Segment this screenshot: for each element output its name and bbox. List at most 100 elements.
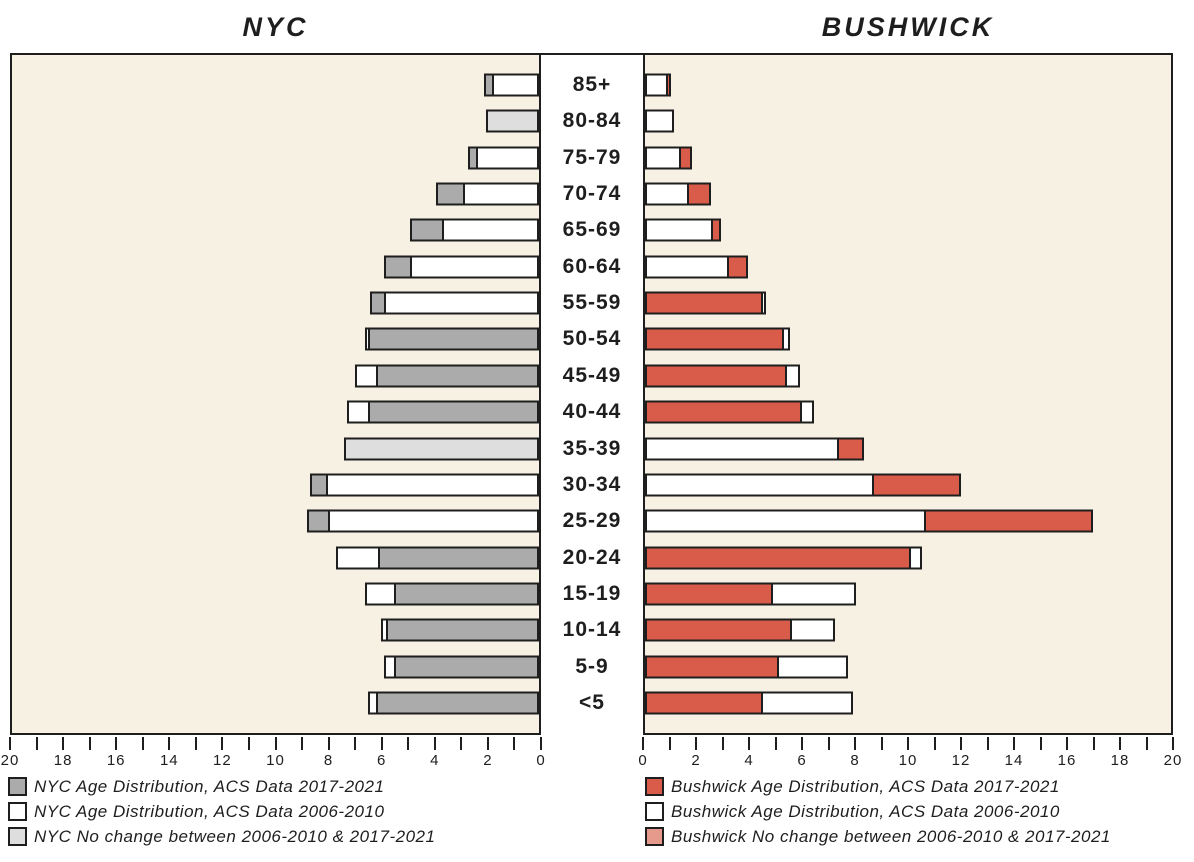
- bar-segment-inner: [647, 75, 669, 95]
- nyc-bar-40-44: [346, 400, 539, 424]
- nyc-bar-75-79: [467, 146, 539, 170]
- axis-tick: [407, 737, 410, 750]
- nyc-plot-area: [10, 53, 541, 735]
- axis-tick: [513, 737, 516, 750]
- bushwick-bar-35-39: [645, 437, 864, 461]
- axis-tick: [960, 737, 962, 750]
- legend-item: NYC Age Distribution, ACS Data 2017-2021: [8, 774, 435, 799]
- bar-segment-tip: [712, 220, 720, 240]
- bar-segment-inner: [647, 111, 672, 131]
- axis-tick-label: 2: [691, 752, 701, 769]
- axis-tick: [880, 737, 883, 750]
- axis-tick: [854, 737, 856, 750]
- legend-label: NYC Age Distribution, ACS Data 2017-2021: [34, 776, 385, 796]
- bushwick-bar-85+: [645, 73, 672, 97]
- bar-segment-inner: [647, 402, 803, 422]
- bar-segment-tip: [681, 148, 691, 168]
- age-label-50-54: 50-54: [562, 327, 622, 351]
- bar-segment-tip: [786, 366, 799, 386]
- axis-tick-label: 18: [53, 752, 73, 769]
- axis-tick: [380, 737, 383, 750]
- bar-segment-inner: [388, 620, 537, 640]
- bar-segment-tip: [926, 511, 1091, 531]
- bar-segment-tip: [762, 293, 765, 313]
- axis-tick-label: 4: [430, 752, 440, 769]
- bar-segment-tip: [309, 511, 331, 531]
- bar-segment-tip: [668, 75, 670, 95]
- axis-tick: [301, 737, 304, 750]
- bar-segment-tip: [728, 257, 746, 277]
- bushwick-bar-65-69: [645, 218, 722, 242]
- nyc-x-axis: 0 2 4 6 8 10 12 14 16 18 20: [1, 735, 545, 777]
- bar-segment-tip: [348, 402, 370, 422]
- age-label-10-14: 10-14: [562, 618, 622, 642]
- bar-segment-inner: [647, 657, 779, 677]
- bar-segment-inner: [647, 220, 713, 240]
- axis-tick-label: 12: [213, 752, 232, 769]
- legend-label: Bushwick Age Distribution, ACS Data 2006…: [671, 801, 1060, 821]
- bushwick-bar-70-74: [645, 182, 711, 206]
- bar-segment-inner: [385, 293, 537, 313]
- bar-segment-tip: [910, 548, 920, 568]
- bar-segment-inner: [477, 148, 537, 168]
- axis-tick-label: 10: [898, 752, 918, 769]
- nyc-bar-80-84: [486, 109, 539, 133]
- bushwick-bar-20-24: [645, 546, 922, 570]
- nyc-bar-65-69: [409, 218, 539, 242]
- bar-segment-tip: [372, 293, 386, 313]
- legend-item: NYC Age Distribution, ACS Data 2006-2010: [8, 799, 435, 824]
- bar-segment-inner: [647, 620, 792, 640]
- bar-segment-inner: [647, 511, 927, 531]
- axis-tick-label: 16: [106, 752, 126, 769]
- legend-item: Bushwick No change between 2006-2010 & 2…: [645, 824, 1111, 849]
- legend-item: NYC No change between 2006-2010 & 2017-2…: [8, 824, 435, 849]
- bushwick-bar-75-79: [645, 146, 693, 170]
- bushwick-bar-15-19: [645, 582, 856, 606]
- legend-swatch: [8, 827, 27, 846]
- nyc-bar-35-39: [344, 437, 539, 461]
- legend-item: Bushwick Age Distribution, ACS Data 2017…: [645, 774, 1111, 799]
- bar-segment-tip: [469, 148, 478, 168]
- axis-tick: [1092, 737, 1095, 750]
- bar-segment-tip: [778, 657, 846, 677]
- axis-tick: [327, 737, 330, 750]
- age-label-30-34: 30-34: [562, 472, 622, 496]
- age-label-55-59: 55-59: [562, 291, 622, 315]
- bar-segment-tip: [762, 693, 852, 713]
- axis-tick-label: 6: [377, 752, 387, 769]
- bar-segment-inner: [647, 184, 690, 204]
- axis-tick-label: 14: [1004, 752, 1024, 769]
- age-label-70-74: 70-74: [562, 182, 622, 206]
- bar-segment-inner: [647, 475, 874, 495]
- bar-segment-tip: [689, 184, 709, 204]
- age-label-40-44: 40-44: [562, 400, 622, 424]
- axis-tick: [274, 737, 277, 750]
- age-label-20-24: 20-24: [562, 545, 622, 569]
- axis-tick: [141, 737, 144, 750]
- legend-swatch: [645, 777, 664, 796]
- nyc-bar-70-74: [436, 182, 539, 206]
- axis-tick: [9, 737, 11, 750]
- bar-segment-tip: [382, 620, 389, 640]
- bar-segment-tip: [485, 75, 494, 95]
- nyc-bar-10-14: [380, 618, 539, 642]
- age-label-35-39: 35-39: [562, 436, 622, 460]
- axis-tick: [433, 737, 436, 750]
- age-label-80-84: 80-84: [562, 109, 622, 133]
- bar-segment-tip: [369, 693, 378, 713]
- bushwick-legend: Bushwick Age Distribution, ACS Data 2017…: [645, 774, 1111, 849]
- bushwick-bar-45-49: [645, 364, 801, 388]
- legend-label: Bushwick Age Distribution, ACS Data 2017…: [671, 776, 1060, 796]
- axis-tick-label: 20: [0, 752, 20, 769]
- axis-tick-label: 12: [951, 752, 971, 769]
- axis-tick-label: 18: [1110, 752, 1130, 769]
- bar-segment-tip: [356, 366, 378, 386]
- bar-segment-inner: [377, 693, 537, 713]
- nyc-bar-25-29: [307, 509, 539, 533]
- axis-tick: [168, 737, 171, 750]
- legend-swatch: [8, 802, 27, 821]
- legend-label: NYC No change between 2006-2010 & 2017-2…: [34, 826, 436, 846]
- bar-segment-tip: [367, 584, 397, 604]
- bushwick-bar-25-29: [645, 509, 1093, 533]
- nyc-legend: NYC Age Distribution, ACS Data 2017-2021…: [8, 774, 435, 849]
